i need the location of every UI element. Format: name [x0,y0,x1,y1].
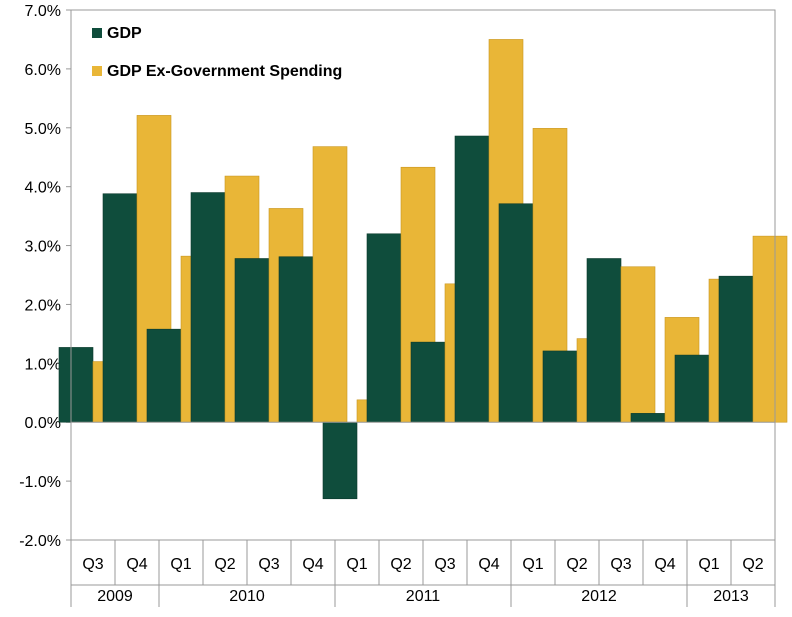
x-category-label: Q2 [214,556,235,573]
y-axis-tick-labels: -2.0% -1.0% 0.0% 1.0% 2.0% 3.0% 4.0% 5.0% 6.0% 7.… [19,3,71,550]
bar-gdp [102,193,138,423]
bar-gdp [410,341,446,423]
y-tick-label: 7.0% [25,3,61,20]
x-year-label: 2011 [406,588,441,605]
x-category-label: Q4 [126,556,147,573]
bar-gdp [630,413,666,423]
legend-swatch [92,66,102,76]
x-category-label: Q1 [522,556,543,573]
y-tick-label: -2.0% [19,533,61,550]
bar-gdp [278,256,314,423]
x-category-label: Q3 [434,556,455,573]
x-category-label: Q4 [478,556,499,573]
bar-gdp-ex-government [620,266,656,423]
legend-swatch [92,28,102,38]
bar-gdp [234,258,270,423]
y-tick-label: 1.0% [25,356,61,373]
bar-gdp-ex-government [752,235,788,423]
legend-label: GDP [107,25,142,42]
y-tick-label: 2.0% [25,297,61,314]
y-tick-label: 5.0% [25,121,61,138]
x-axis-category-table: Q3 Q4 Q1 Q2 Q3 Q4 Q1 Q2 Q3 Q4 Q1 Q2 Q3 Q4 Q1 Q2 2009 2010… [70,540,776,607]
x-category-label: Q2 [566,556,587,573]
bar-gdp [190,192,226,423]
x-category-label: Q2 [742,556,763,573]
x-category-label: Q3 [258,556,279,573]
x-year-label: 2009 [97,588,133,605]
x-category-label: Q1 [170,556,191,573]
bar-marks [58,39,788,500]
chart-legend: GDP GDP Ex-Government Spending [92,25,342,80]
y-tick-label: 3.0% [25,239,61,256]
x-category-label: Q2 [390,556,411,573]
legend-label: GDP Ex-Government Spending [107,63,342,80]
x-category-label: Q1 [698,556,719,573]
x-category-label: Q3 [610,556,631,573]
bar-gdp [542,350,578,423]
bar-gdp-ex-government [312,146,348,423]
bar-gdp [454,135,490,423]
y-tick-label: -1.0% [19,474,61,491]
bar-gdp [146,328,182,423]
y-tick-label: 0.0% [25,415,61,432]
bar-gdp [586,258,622,423]
x-year-label: 2010 [229,588,265,605]
x-category-label: Q4 [302,556,323,573]
x-year-label: 2012 [581,588,617,605]
bar-gdp [322,421,358,500]
x-category-label: Q4 [654,556,675,573]
y-tick-label: 4.0% [25,180,61,197]
x-year-label: 2013 [713,588,749,605]
bar-gdp [718,275,754,423]
bar-gdp [498,203,534,423]
y-tick-label: 6.0% [25,62,61,79]
x-category-label: Q3 [82,556,103,573]
bar-gdp [58,347,94,423]
x-category-label: Q1 [346,556,367,573]
bar-gdp [366,233,402,423]
bar-gdp [674,354,710,423]
